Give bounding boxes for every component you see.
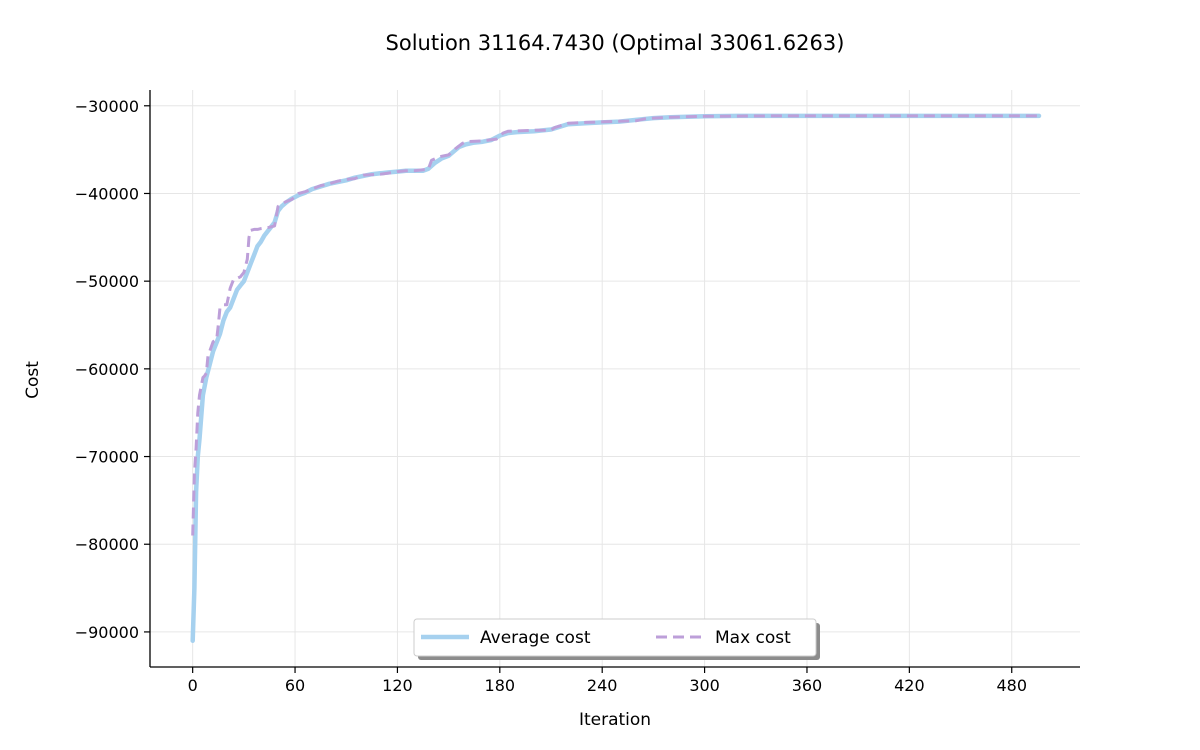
legend-box — [413, 618, 817, 657]
series-layer — [190, 113, 1042, 643]
y-tick-label: −50000 — [75, 272, 139, 291]
grid — [150, 90, 1080, 667]
y-tick-label: −70000 — [75, 448, 139, 467]
x-ticks: 0 60 120 180 240 300 360 420 480 — [188, 667, 1027, 695]
x-tick-label: 300 — [689, 676, 720, 695]
axes — [149, 90, 1080, 668]
x-axis-label: Iteration — [579, 710, 651, 730]
x-tick-label: 360 — [792, 676, 823, 695]
y-tick-label: −60000 — [75, 360, 139, 379]
y-tick-label: −80000 — [75, 535, 139, 554]
x-tick-label: 60 — [285, 676, 305, 695]
legend-average-label: Average cost — [480, 628, 591, 648]
chart-title: Solution 31164.7430 (Optimal 33061.6263) — [386, 31, 845, 55]
x-tick-label: 240 — [587, 676, 618, 695]
y-tick-label: −30000 — [75, 97, 139, 116]
y-ticks: −90000 −80000 −70000 −60000 −50000 −40000 −300… — [75, 97, 150, 642]
x-tick-label: 120 — [382, 676, 413, 695]
legend: Average cost Max cost — [413, 618, 820, 660]
x-tick-label: 0 — [188, 676, 198, 695]
x-tick-label: 480 — [996, 676, 1027, 695]
y-tick-label: −90000 — [75, 623, 139, 642]
series-line-max-cost — [191, 114, 1039, 536]
x-tick-label: 180 — [485, 676, 516, 695]
x-tick-label: 420 — [894, 676, 925, 695]
series-line-average-cost — [190, 113, 1042, 643]
y-tick-label: −40000 — [75, 184, 139, 203]
legend-max-label: Max cost — [715, 628, 791, 648]
y-axis-label: Cost — [23, 361, 43, 399]
